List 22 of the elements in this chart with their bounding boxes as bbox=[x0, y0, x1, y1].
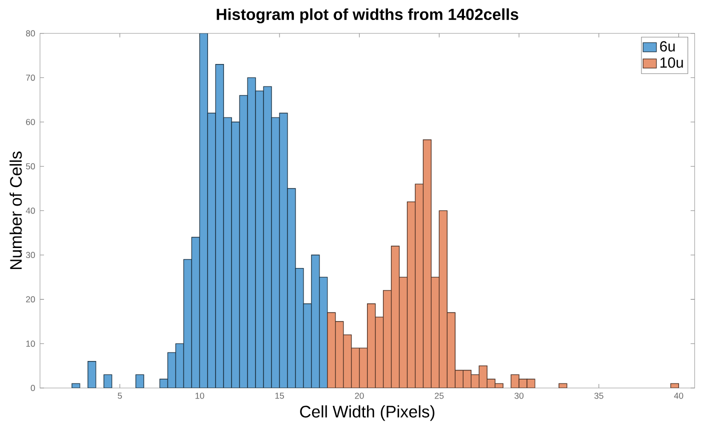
x-tick-label: 30 bbox=[514, 392, 524, 399]
x-axis-title: Cell Width (Pixels) bbox=[300, 405, 434, 421]
y-tick-label: 40 bbox=[26, 208, 35, 214]
chart-title: Histogram plot of widths from 1402cells bbox=[216, 8, 518, 24]
y-tick-label: 30 bbox=[26, 252, 35, 258]
x-tick-label: 5 bbox=[118, 392, 122, 399]
legend-label: 10u bbox=[660, 57, 683, 68]
x-tick-label: 15 bbox=[275, 392, 284, 399]
y-tick-label: 0 bbox=[30, 384, 35, 392]
y-axis-title: Number of Cells bbox=[10, 152, 22, 270]
x-tick-label: 35 bbox=[594, 392, 604, 399]
x-tick-label: 40 bbox=[674, 392, 684, 399]
legend-label: 6u bbox=[660, 41, 675, 52]
y-tick-label: 80 bbox=[26, 30, 35, 36]
y-tick-label: 50 bbox=[26, 163, 35, 170]
y-tick-label: 70 bbox=[26, 74, 35, 81]
x-tick-label: 20 bbox=[354, 392, 364, 399]
x-tick-label: 25 bbox=[434, 392, 444, 399]
y-tick-label: 20 bbox=[26, 296, 35, 302]
y-tick-label: 10 bbox=[26, 340, 35, 347]
x-tick-label: 10 bbox=[196, 392, 204, 399]
y-tick-label: 60 bbox=[26, 118, 35, 126]
